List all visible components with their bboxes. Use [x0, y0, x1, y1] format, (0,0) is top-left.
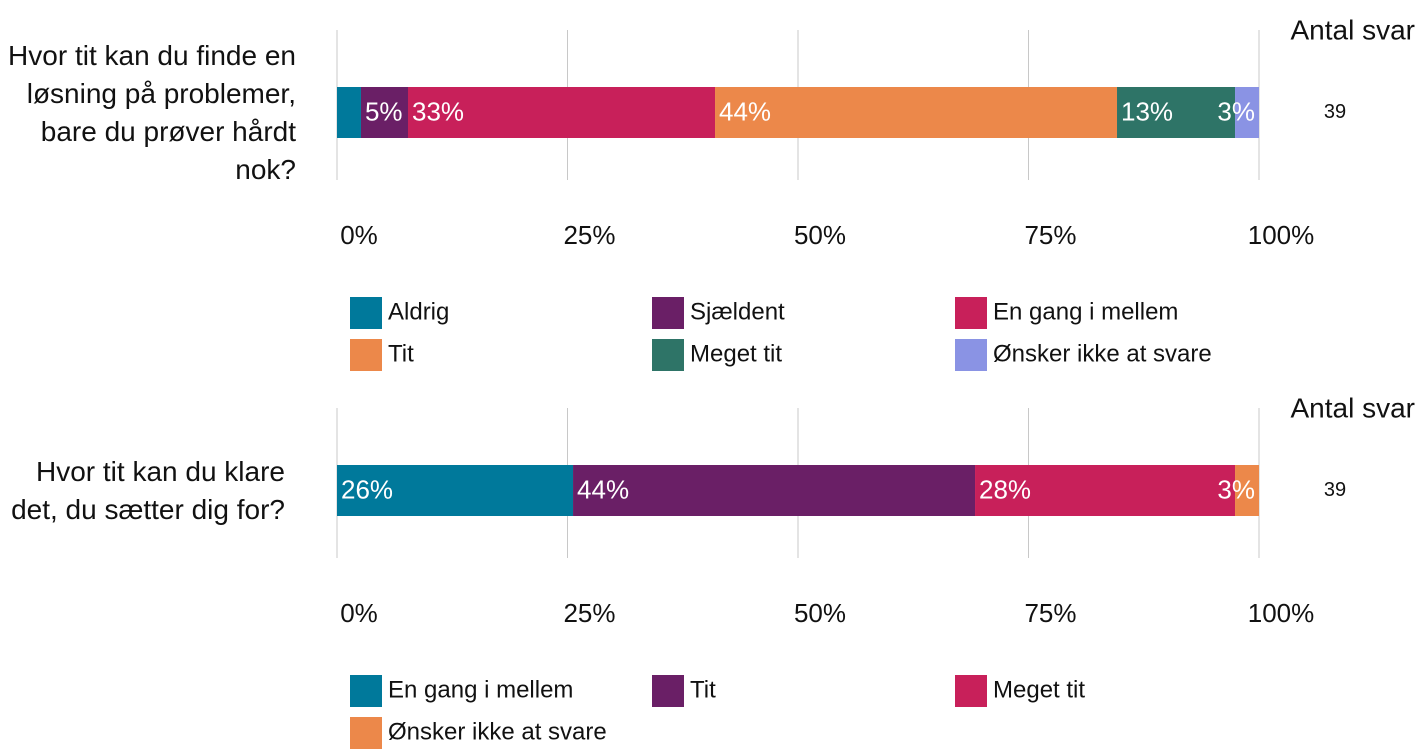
legend-label: Meget tit — [993, 676, 1085, 703]
data-label: 44% — [577, 474, 629, 504]
x-tick-label: 75% — [1024, 220, 1076, 250]
data-label: 44% — [719, 96, 771, 126]
count: 39 — [1324, 101, 1346, 123]
legend-swatch — [652, 675, 684, 707]
count: 39 — [1324, 479, 1346, 501]
data-label: 3% — [1217, 96, 1255, 126]
bar-segment — [1235, 87, 1259, 138]
legend-swatch — [350, 297, 382, 329]
legend-label: Sjældent — [690, 298, 785, 325]
question-label: Hvor tit kan du finde en løsning på prob… — [8, 39, 296, 185]
x-tick-label: 75% — [1024, 598, 1076, 628]
legend-label: En gang i mellem — [388, 676, 573, 703]
x-tick-label: 25% — [563, 598, 615, 628]
x-tick-label: 50% — [794, 220, 846, 250]
legend-swatch — [955, 675, 987, 707]
x-tick-label: 50% — [794, 598, 846, 628]
legend-label: Ønsker ikke at svare — [388, 718, 607, 745]
x-tick-label: 100% — [1248, 220, 1315, 250]
bar-segment — [337, 87, 361, 138]
legend-swatch — [955, 339, 987, 371]
bar-segment — [715, 87, 1118, 138]
legend-label: En gang i mellem — [993, 298, 1178, 325]
legend-label: Tit — [388, 340, 414, 367]
x-tick-label: 25% — [563, 220, 615, 250]
legend-swatch — [350, 675, 382, 707]
legend-swatch — [350, 339, 382, 371]
bar-segment — [573, 465, 976, 516]
data-label: 13% — [1121, 96, 1173, 126]
question-label: Hvor tit kan du klare det, du sætter dig… — [11, 455, 285, 525]
bar-segment — [337, 465, 574, 516]
legend-swatch — [652, 297, 684, 329]
legend-label: Ønsker ikke at svare — [993, 340, 1212, 367]
data-label: 33% — [412, 96, 464, 126]
x-tick-label: 100% — [1248, 598, 1315, 628]
legend-label: Aldrig — [388, 298, 449, 325]
legend-label: Tit — [690, 676, 716, 703]
data-label: 3% — [1217, 474, 1255, 504]
data-label: 5% — [365, 96, 403, 126]
bar-segment — [1235, 465, 1259, 516]
legend-swatch — [350, 717, 382, 749]
bar-segment — [1117, 87, 1236, 138]
count-header: Antal svar — [1291, 14, 1416, 45]
bar-segment — [407, 87, 716, 138]
data-label: 26% — [341, 474, 393, 504]
legend-swatch — [955, 297, 987, 329]
x-tick-label: 0% — [340, 598, 378, 628]
data-label: 28% — [979, 474, 1031, 504]
x-tick-label: 0% — [340, 220, 378, 250]
bar-segment — [975, 465, 1236, 516]
legend-swatch — [652, 339, 684, 371]
bar-segment — [360, 87, 408, 138]
legend-label: Meget tit — [690, 340, 782, 367]
count-header: Antal svar — [1291, 392, 1416, 423]
